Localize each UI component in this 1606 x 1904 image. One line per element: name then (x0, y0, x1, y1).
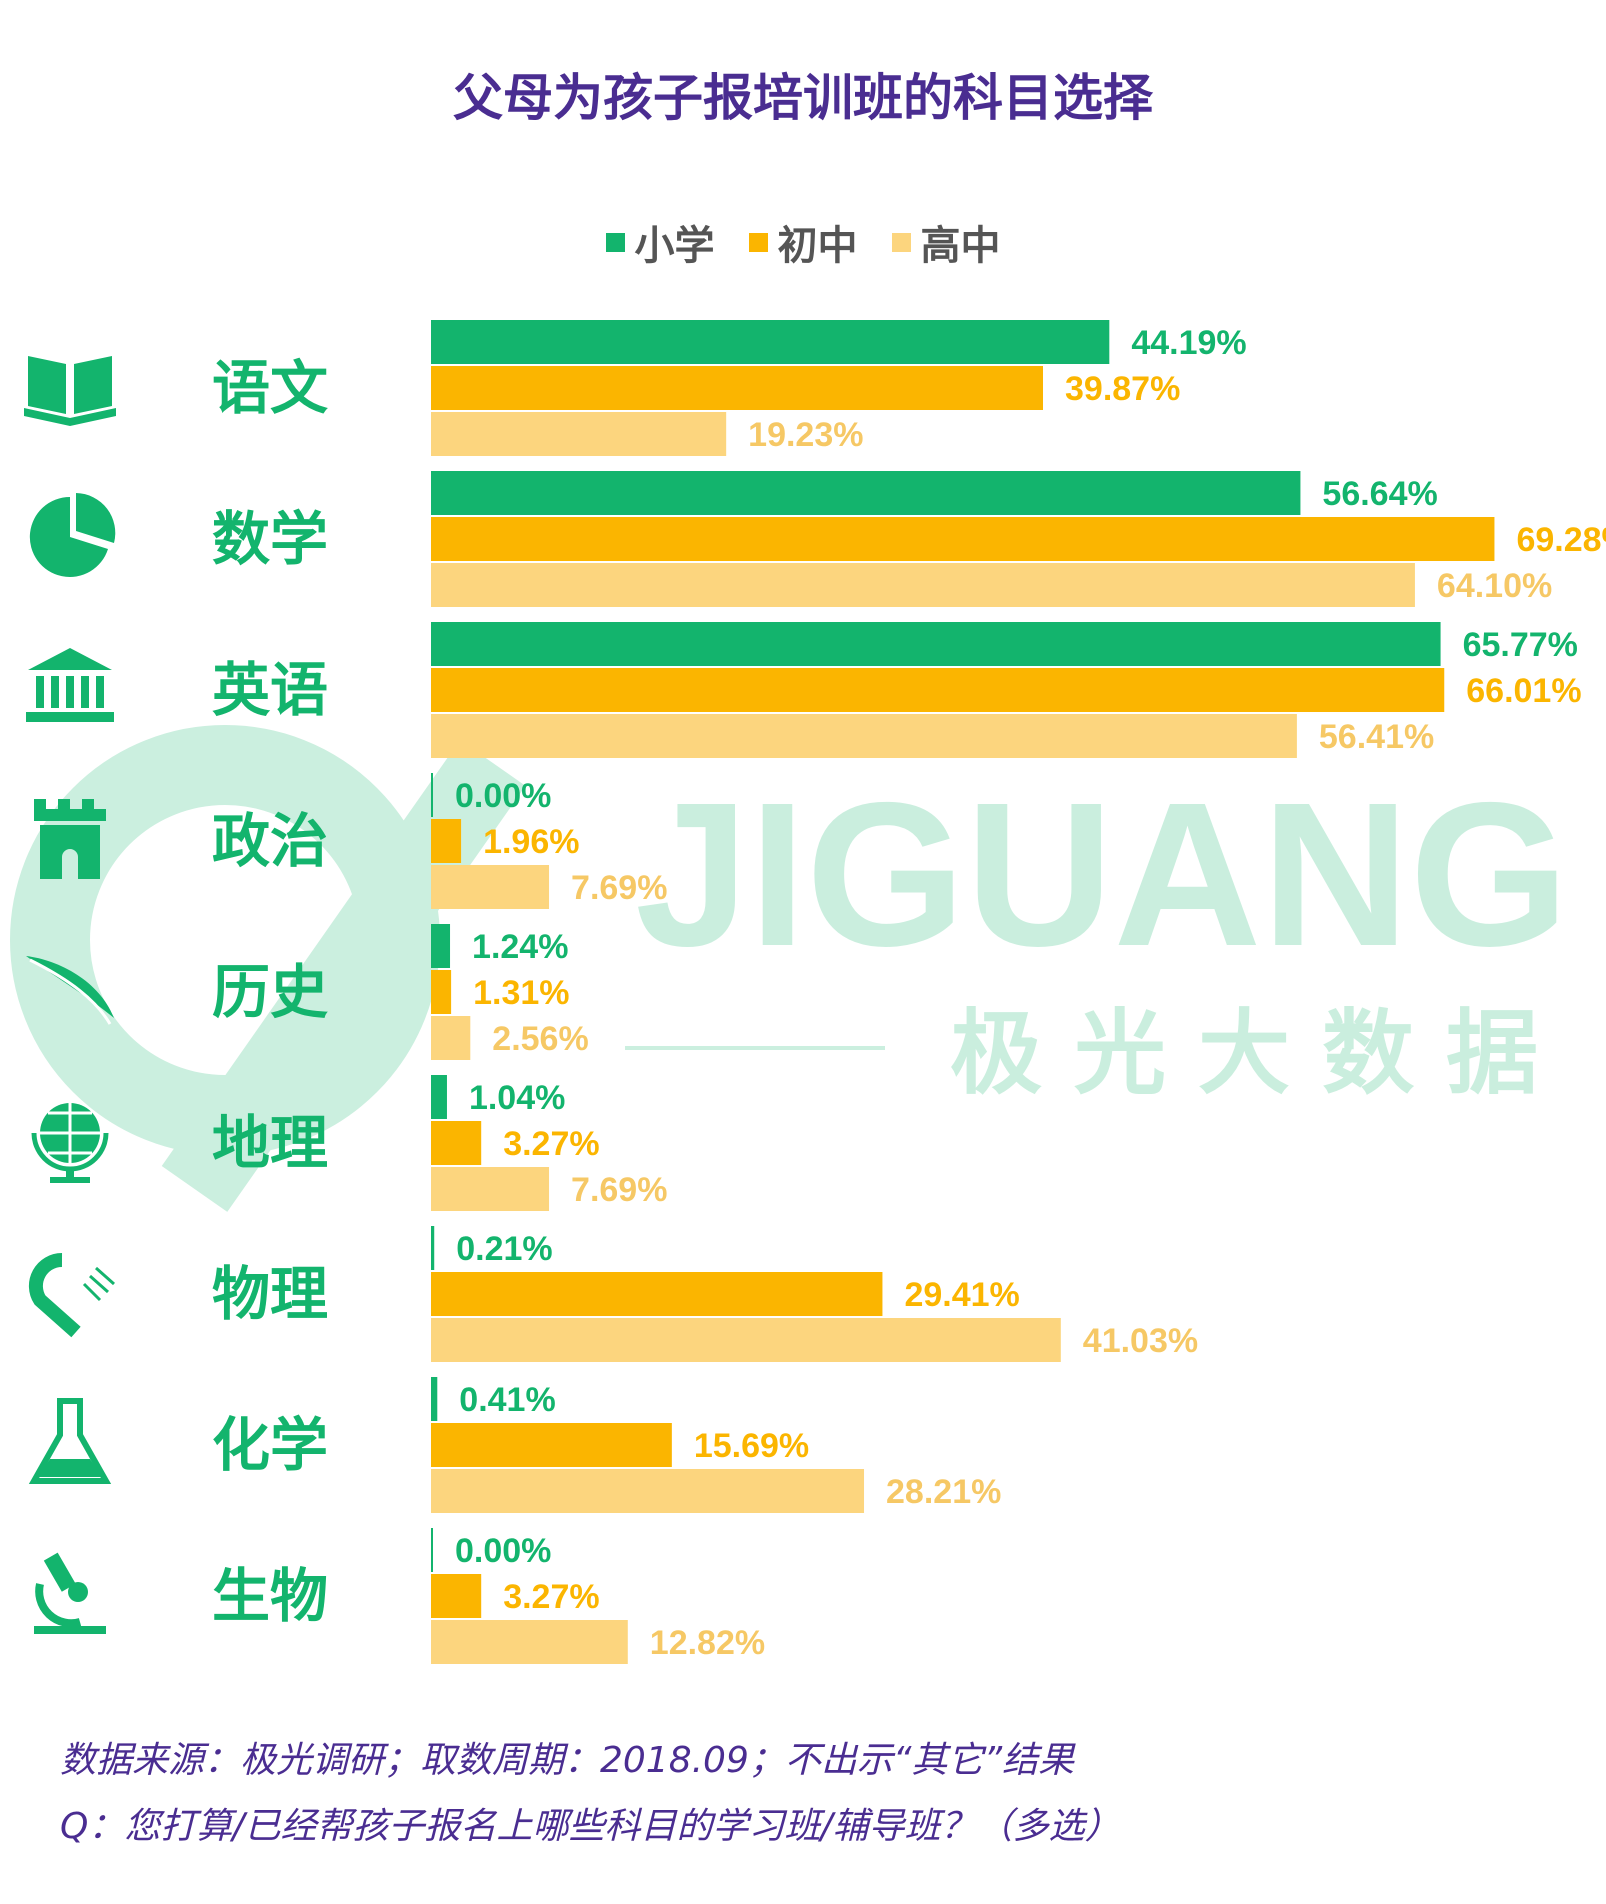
data-label: 28.21% (886, 1473, 1001, 1511)
legend-label-primary: 小学 (634, 223, 715, 269)
bar-middle (431, 1574, 482, 1618)
bar-primary (431, 924, 451, 968)
data-label: 1.96% (483, 823, 579, 861)
data-label: 3.27% (503, 1578, 599, 1616)
bar-primary (431, 622, 1441, 666)
data-label: 0.00% (455, 1532, 551, 1570)
feather-quill-icon (26, 956, 114, 1025)
data-label: 0.00% (455, 777, 551, 815)
bar-primary (431, 471, 1301, 515)
data-label: 7.69% (571, 869, 667, 907)
legend-swatch-primary (605, 232, 625, 252)
bar-middle (431, 970, 452, 1014)
bar-high (431, 563, 1415, 607)
globe-icon (31, 1103, 109, 1183)
bar-high (431, 1016, 471, 1060)
data-label: 56.64% (1322, 475, 1437, 513)
legend-item-primary: 小学 (605, 213, 715, 271)
microscope-icon (34, 1552, 106, 1634)
castle-tower-icon (34, 799, 106, 879)
data-label: 1.24% (472, 928, 568, 966)
data-label: 65.77% (1463, 626, 1578, 664)
watermark-brand: JIGUANG (635, 760, 1569, 989)
bar-middle (431, 668, 1445, 712)
flask-icon (28, 1398, 112, 1484)
data-label: 19.23% (748, 416, 863, 454)
category-label: 生物 (212, 1562, 328, 1630)
bar-primary (431, 320, 1110, 364)
data-label: 69.28% (1516, 521, 1606, 559)
legend-label-middle: 初中 (777, 223, 858, 269)
bar-middle (431, 366, 1044, 410)
category-label: 地理 (212, 1109, 328, 1177)
bar-high (431, 1318, 1061, 1362)
bar-high (431, 1469, 865, 1513)
category-label: 化学 (212, 1411, 328, 1479)
data-label: 29.41% (904, 1276, 1019, 1314)
data-label: 7.69% (571, 1171, 667, 1209)
footer: 数据来源：极光调研；取数周期：2018.09；不出示“其它”结果 Q：您打算/已… (60, 1728, 1121, 1860)
data-label: 66.01% (1466, 672, 1581, 710)
data-label: 3.27% (503, 1125, 599, 1163)
footer-question: Q：您打算/已经帮孩子报名上哪些科目的学习班/辅导班？（多选） (60, 1806, 1121, 1847)
bar-primary (431, 1075, 447, 1119)
bar-middle (431, 1272, 883, 1316)
bar-middle (431, 517, 1495, 561)
legend-item-middle: 初中 (748, 213, 858, 271)
bar-high (431, 1167, 550, 1211)
legend-swatch-middle (748, 232, 768, 252)
bar-middle (431, 1121, 482, 1165)
bar-high (431, 412, 727, 456)
legend: 小学 初中 高中 (0, 213, 1606, 271)
bar-middle (431, 1423, 672, 1467)
category-label: 语文 (212, 354, 328, 422)
bar-primary (431, 1226, 435, 1270)
data-label: 64.10% (1437, 567, 1552, 605)
bar-primary (431, 1528, 433, 1572)
bar-primary (431, 1377, 438, 1421)
data-label: 2.56% (492, 1020, 588, 1058)
category-label: 数学 (212, 505, 328, 573)
legend-item-high: 高中 (891, 213, 1001, 271)
bar-high (431, 714, 1297, 758)
category-label: 物理 (212, 1260, 328, 1328)
data-label: 44.19% (1131, 324, 1246, 362)
watermark-logo-ring (10, 725, 440, 1155)
magnet-icon (28, 1252, 115, 1338)
museum-icon (26, 648, 114, 722)
data-label: 12.82% (650, 1624, 765, 1662)
legend-swatch-high (891, 232, 911, 252)
bar-middle (431, 819, 462, 863)
data-label: 56.41% (1319, 718, 1434, 756)
bar-high (431, 865, 550, 909)
book-icon (24, 356, 116, 426)
data-label: 15.69% (694, 1427, 809, 1465)
legend-label-high: 高中 (920, 223, 1001, 269)
bar-high (431, 1620, 628, 1664)
bar-primary (431, 773, 433, 817)
data-label: 41.03% (1083, 1322, 1198, 1360)
chart-title: 父母为孩子报培训班的科目选择 (453, 69, 1153, 127)
data-label: 39.87% (1065, 370, 1180, 408)
category-label: 英语 (212, 656, 328, 724)
data-label: 0.21% (456, 1230, 552, 1268)
category-label: 历史 (212, 958, 328, 1026)
data-label: 1.31% (473, 974, 569, 1012)
watermark-cn: 极 光 大 数 据 (950, 1000, 1538, 1107)
pie-chart-icon (29, 493, 116, 577)
data-label: 0.41% (459, 1381, 555, 1419)
data-label: 1.04% (469, 1079, 565, 1117)
category-label: 政治 (212, 807, 328, 875)
footer-source: 数据来源：极光调研；取数周期：2018.09；不出示“其它”结果 (60, 1740, 1075, 1781)
